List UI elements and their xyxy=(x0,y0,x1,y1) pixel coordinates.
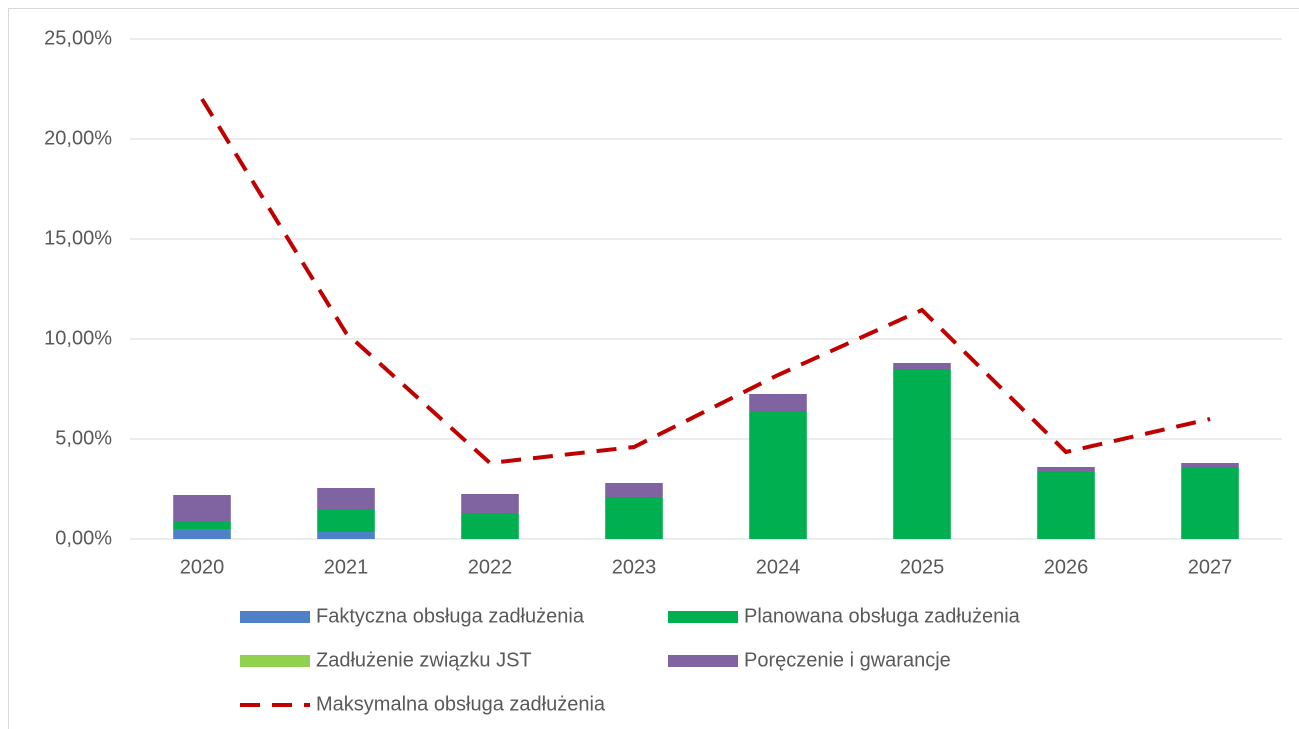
x-tick-label: 2023 xyxy=(612,556,657,578)
bar-segment xyxy=(749,411,807,539)
y-tick-label: 5,00% xyxy=(55,427,112,449)
legend-label: Maksymalna obsługa zadłużenia xyxy=(316,693,606,715)
bar-segment xyxy=(173,495,231,521)
legend-label: Zadłużenie związku JST xyxy=(316,649,532,671)
chart-frame xyxy=(8,8,1299,729)
y-tick-label: 20,00% xyxy=(44,127,112,149)
bar-segment xyxy=(1181,467,1239,539)
bar-segment xyxy=(173,529,231,539)
legend-label: Planowana obsługa zadłużenia xyxy=(744,605,1021,627)
bar-segment xyxy=(461,513,519,539)
bar-segment xyxy=(605,497,663,539)
x-tick-label: 2024 xyxy=(756,556,801,578)
y-tick-label: 25,00% xyxy=(44,27,112,49)
bar-segment xyxy=(317,532,375,539)
bar-segment xyxy=(1181,463,1239,467)
bar-segment xyxy=(461,494,519,513)
y-tick-label: 0,00% xyxy=(55,527,112,549)
x-tick-label: 2020 xyxy=(180,556,225,578)
x-tick-label: 2027 xyxy=(1188,556,1233,578)
legend-swatch xyxy=(668,611,738,623)
bar-segment xyxy=(173,521,231,529)
legend-swatch xyxy=(240,655,310,667)
x-tick-label: 2021 xyxy=(324,556,369,578)
bar-segment xyxy=(605,483,663,497)
bar-segment xyxy=(893,369,951,539)
bar-segment xyxy=(317,488,375,509)
x-tick-label: 2025 xyxy=(900,556,945,578)
bar-segment xyxy=(317,509,375,532)
legend-swatch xyxy=(240,611,310,623)
legend-swatch xyxy=(668,655,738,667)
bar-segment xyxy=(1037,472,1095,539)
y-tick-label: 10,00% xyxy=(44,327,112,349)
line-series xyxy=(200,97,1211,466)
bar-segment xyxy=(1037,467,1095,472)
legend-label: Poręczenie i gwarancje xyxy=(744,649,951,671)
x-tick-label: 2026 xyxy=(1044,556,1089,578)
x-tick-label: 2022 xyxy=(468,556,513,578)
bar-segment xyxy=(893,363,951,369)
legend-label: Faktyczna obsługa zadłużenia xyxy=(316,605,585,627)
y-tick-label: 15,00% xyxy=(44,227,112,249)
bar-segment xyxy=(749,394,807,411)
